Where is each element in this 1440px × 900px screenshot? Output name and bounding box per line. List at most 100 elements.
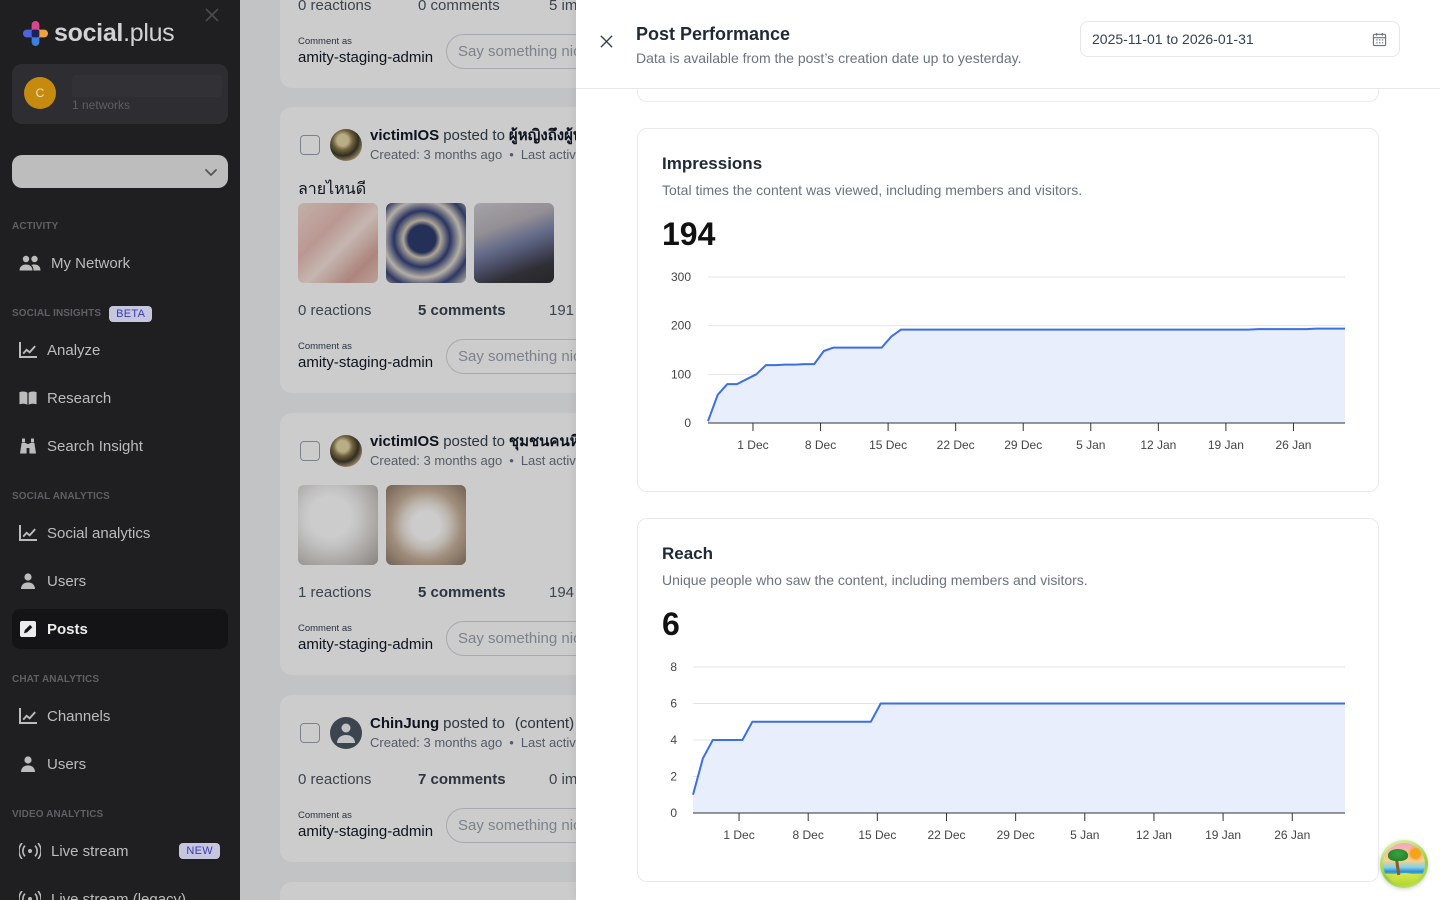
comment-as-user: amity-staging-admin xyxy=(298,49,434,66)
sidebar-item-label: Analyze xyxy=(47,341,101,359)
x-tick-label: 8 Dec xyxy=(793,828,824,842)
impressions-count: 191 i xyxy=(549,302,582,319)
sidebar-item-label: My Network xyxy=(51,254,131,272)
sidebar-item-search-insight[interactable]: Search Insight xyxy=(0,422,240,470)
section-label-text: ACTIVITY xyxy=(12,221,59,232)
post-created: Created: 3 months ago xyxy=(370,147,503,162)
x-tick-label: 26 Jan xyxy=(1274,828,1310,842)
post-author[interactable]: victimIOS xyxy=(370,433,440,450)
comments-count[interactable]: 5 comments xyxy=(418,584,506,601)
post-select-checkbox[interactable] xyxy=(300,441,320,461)
network-select[interactable] xyxy=(12,155,228,188)
x-tick-label: 8 Dec xyxy=(805,438,836,452)
user-icon xyxy=(19,756,37,772)
y-tick-label: 4 xyxy=(670,733,677,747)
reach-area-chart[interactable]: 0 2 4 6 8 1 Dec 8 Dec 15 Dec 22 Dec 29 Dec 5 Jan 12… xyxy=(637,518,1379,882)
post-performance-drawer: Post Performance Data is available from … xyxy=(576,0,1440,900)
network-switcher[interactable]: C 1 networks xyxy=(12,64,228,124)
book-open-icon xyxy=(19,390,37,406)
x-tick-label: 22 Dec xyxy=(937,438,975,452)
post-select-checkbox[interactable] xyxy=(300,135,320,155)
posted-to-label: posted to xyxy=(443,433,505,450)
y-tick-label: 0 xyxy=(684,416,691,430)
new-badge: NEW xyxy=(179,843,220,859)
chart-line-icon xyxy=(19,342,37,358)
post-community[interactable]: (content) xyxy=(514,715,575,732)
sidebar-item-label: Users xyxy=(47,755,87,773)
avatar[interactable] xyxy=(330,435,362,467)
x-tick-label: 1 Dec xyxy=(723,828,754,842)
sidebar-item-my-network[interactable]: My Network xyxy=(0,239,240,287)
close-sidebar-button[interactable] xyxy=(203,6,221,24)
sidebar-item-analyze[interactable]: Analyze xyxy=(0,326,240,374)
comment-as-user: amity-staging-admin xyxy=(298,636,434,653)
brand-logo[interactable]: social.plus xyxy=(22,19,175,48)
y-tick-label: 6 xyxy=(670,697,677,711)
metric-description: Unique people who saw the content, inclu… xyxy=(662,572,1088,588)
sidebar-item-label: Live stream xyxy=(51,842,129,860)
sidebar-item-chat-users[interactable]: Users xyxy=(0,740,240,788)
metric-card-impressions: Impressions Total times the content was … xyxy=(637,128,1379,492)
post-author[interactable]: ChinJung xyxy=(370,715,440,732)
post-image[interactable] xyxy=(386,485,466,565)
impressions-area-chart[interactable]: 0 100 200 300 1 Dec 8 Dec 15 Dec 22 Dec 29 Dec 5 … xyxy=(637,128,1379,492)
avatar[interactable] xyxy=(330,129,362,161)
broadcast-icon xyxy=(19,843,41,859)
section-label-activity: ACTIVITY xyxy=(0,220,240,234)
sidebar-item-label: Users xyxy=(47,572,87,590)
comments-count[interactable]: 5 comments xyxy=(418,302,506,319)
post-image[interactable] xyxy=(474,203,554,283)
post-community[interactable]: ชุมชนคนหิวช xyxy=(508,433,599,450)
comments-count[interactable]: 7 comments xyxy=(418,771,506,788)
users-icon xyxy=(19,255,41,271)
y-tick-label: 200 xyxy=(671,319,691,333)
avatar[interactable] xyxy=(330,717,362,749)
brand-name: social.plus xyxy=(54,19,175,48)
comment-as-user: amity-staging-admin xyxy=(298,354,434,371)
x-tick-label: 1 Dec xyxy=(737,438,768,452)
post-image[interactable] xyxy=(386,203,466,283)
calendar-icon[interactable] xyxy=(1372,32,1387,47)
modal-backdrop[interactable] xyxy=(240,0,576,900)
chart-line-icon xyxy=(19,525,37,541)
comments-count[interactable]: 0 comments xyxy=(418,0,500,14)
sidebar-item-social-analytics[interactable]: Social analytics xyxy=(0,509,240,557)
post-image[interactable] xyxy=(298,203,378,283)
post-community[interactable]: ผู้หญิงถึงผู้หญิ xyxy=(508,127,596,144)
comment-as-label: Comment as xyxy=(298,36,352,47)
section-label-video-analytics: VIDEO ANALYTICS xyxy=(0,808,240,822)
reactions-count: 0 reactions xyxy=(298,771,372,788)
post-created: Created: 3 months ago xyxy=(370,453,503,468)
post-last-active: Last active xyxy=(520,735,583,750)
post-author[interactable]: victimIOS xyxy=(370,127,440,144)
date-range-picker[interactable] xyxy=(1080,21,1400,57)
date-range-input[interactable] xyxy=(1081,22,1351,56)
metric-description: Total times the content was viewed, incl… xyxy=(662,182,1083,198)
post-select-checkbox[interactable] xyxy=(300,723,320,743)
network-avatar: C xyxy=(24,77,56,109)
reactions-count: 0 reactions xyxy=(298,302,372,319)
post-header: victimIOS posted to ชุมชนคนหิวช Created:… xyxy=(298,432,1082,470)
drawer-body[interactable]: Impressions Total times the content was … xyxy=(576,89,1440,900)
comment-as-label: Comment as xyxy=(298,341,352,352)
sidebar-item-users[interactable]: Users xyxy=(0,557,240,605)
sidebar-item-channels[interactable]: Channels xyxy=(0,692,240,740)
x-tick-label: 22 Dec xyxy=(927,828,965,842)
data-line[interactable] xyxy=(692,702,1345,796)
post-header: victimIOS posted to ผู้หญิงถึงผู้หญิ Cre… xyxy=(298,126,1082,164)
sidebar-item-live-stream[interactable]: Live stream NEW xyxy=(0,827,240,875)
close-drawer-button[interactable] xyxy=(596,31,616,51)
sidebar-item-posts[interactable]: Posts xyxy=(0,605,240,653)
sidebar-item-live-stream-legacy[interactable]: Live stream (legacy) xyxy=(0,875,240,900)
post-image[interactable] xyxy=(298,485,378,565)
default-user-icon xyxy=(337,723,355,743)
profile-avatar-button[interactable] xyxy=(1380,840,1428,888)
sidebar-item-label: Research xyxy=(47,389,112,407)
x-tick-label: 15 Dec xyxy=(869,438,907,452)
x-tick-label: 19 Jan xyxy=(1208,438,1244,452)
data-line[interactable] xyxy=(707,327,1345,422)
x-tick-label: 29 Dec xyxy=(997,828,1035,842)
post-stats: 0 reactions 7 comments 0 im xyxy=(298,770,1082,790)
sidebar-item-research[interactable]: Research xyxy=(0,374,240,422)
network-name-placeholder xyxy=(72,75,222,97)
